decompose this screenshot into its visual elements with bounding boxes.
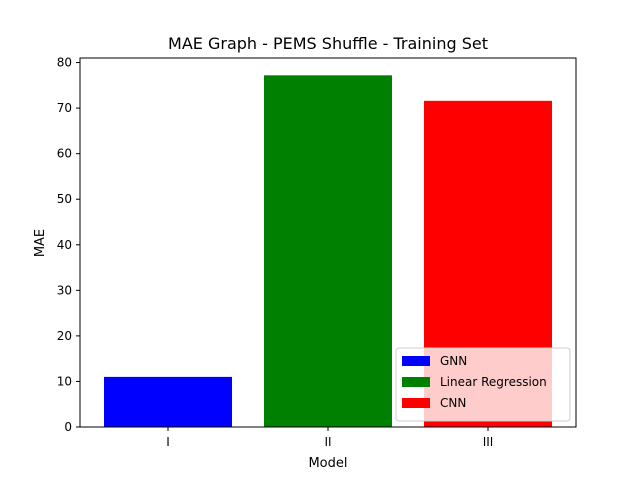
x-tick-label: III	[483, 435, 494, 449]
y-tick-label: 20	[57, 329, 72, 343]
x-axis-label: Model	[308, 456, 347, 471]
legend-swatch	[402, 377, 430, 387]
y-tick-label: 0	[64, 420, 72, 434]
bar-II	[264, 75, 392, 427]
y-axis-label: MAE	[33, 229, 48, 257]
legend-label: GNN	[440, 354, 467, 368]
legend-swatch	[402, 356, 430, 366]
y-tick-label: 10	[57, 374, 72, 388]
legend-box	[395, 347, 571, 422]
y-tick-label: 80	[57, 56, 72, 70]
y-tick-label: 50	[57, 192, 72, 206]
x-tick-label: II	[324, 435, 331, 449]
legend-label: Linear Regression	[440, 375, 547, 389]
legend-swatch	[402, 398, 430, 408]
y-tick-label: 60	[57, 147, 72, 161]
x-tick-label: I	[166, 435, 170, 449]
y-tick-label: 30	[57, 283, 72, 297]
y-tick-label: 40	[57, 238, 72, 252]
legend-label: CNN	[440, 396, 466, 410]
chart-title: MAE Graph - PEMS Shuffle - Training Set	[168, 34, 488, 53]
bar-I	[104, 376, 232, 427]
legend: GNN Linear Regression CNN	[395, 347, 571, 422]
y-axis: 0 10 20 30 40 50 60 70 80	[57, 56, 80, 434]
x-axis: I II III	[166, 427, 493, 449]
y-tick-label: 70	[57, 101, 72, 115]
